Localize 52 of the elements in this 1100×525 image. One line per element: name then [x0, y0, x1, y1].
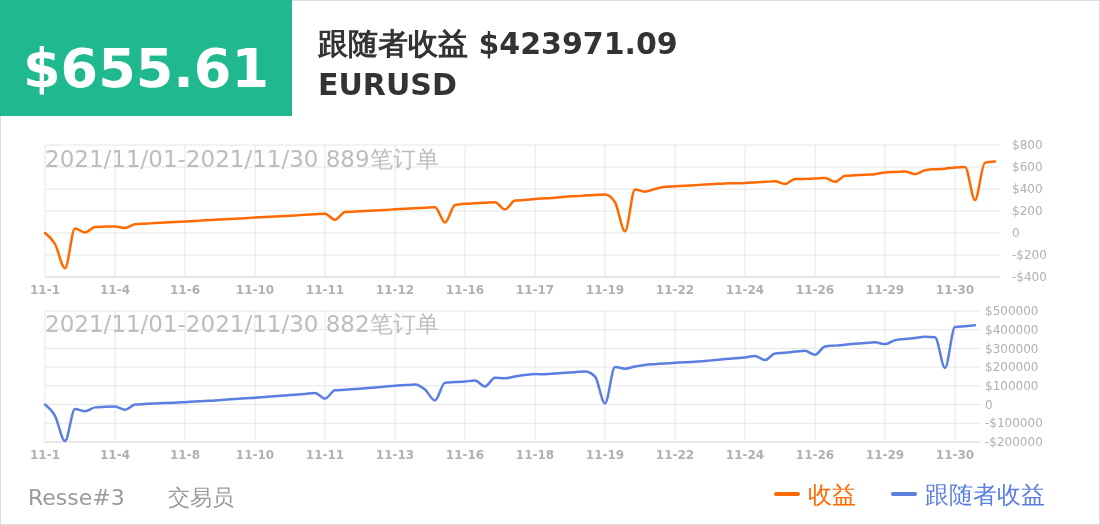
chart-title: 2021/11/01-2021/11/30 882笔订单	[45, 311, 439, 337]
legend-label: 收益	[808, 481, 856, 509]
chart-title: 2021/11/01-2021/11/30 889笔订单	[45, 146, 439, 172]
x-tick-label: 11-12	[375, 283, 415, 297]
y-tick-label: $600	[1012, 160, 1043, 175]
x-tick-label: 11-29	[865, 283, 905, 297]
x-tick-label: 11-24	[725, 283, 765, 297]
x-tick-label: 11-18	[515, 448, 555, 462]
y-tick-label: -$100000	[985, 416, 1043, 431]
x-tick-label: 11-10	[235, 448, 275, 462]
y-tick-label: $400000	[985, 322, 1039, 337]
x-tick-label: 11-16	[445, 448, 485, 462]
y-tick-label: 0	[985, 397, 993, 412]
x-tick-label: 11-8	[169, 448, 201, 462]
x-tick-label: 11-1	[29, 283, 61, 297]
legend-label: 跟随者收益	[925, 481, 1045, 509]
x-tick-label: 11-1	[29, 448, 61, 462]
x-tick-label: 11-26	[795, 448, 835, 462]
text: 交易员	[168, 485, 234, 510]
y-tick-label: 0	[1012, 226, 1020, 241]
y-tick-label: $200	[1012, 204, 1043, 219]
y-tick-label: $800	[1012, 138, 1043, 153]
x-tick-label: 11-22	[655, 283, 695, 297]
x-tick-label: 11-17	[515, 283, 555, 297]
x-tick-label: 11-6	[169, 283, 201, 297]
y-tick-label: -$200000	[985, 435, 1043, 450]
y-tick-label: -$200	[1012, 248, 1047, 263]
x-tick-label: 11-26	[795, 283, 835, 297]
x-tick-label: 11-11	[305, 283, 345, 297]
text: EURUSD	[318, 67, 457, 102]
x-tick-label: 11-19	[585, 283, 625, 297]
x-tick-label: 11-4	[99, 283, 131, 297]
y-tick-label: $200000	[985, 360, 1039, 375]
text: 跟随者收益 $423971.09	[317, 26, 678, 61]
x-tick-label: 11-29	[865, 448, 905, 462]
x-tick-label: 11-19	[585, 448, 625, 462]
text: Resse#3	[28, 485, 125, 510]
x-tick-label: 11-16	[445, 283, 485, 297]
x-tick-label: 11-11	[305, 448, 345, 462]
x-tick-label: 11-30	[935, 283, 975, 297]
x-tick-label: 11-30	[935, 448, 975, 462]
y-tick-label: $300000	[985, 341, 1039, 356]
y-tick-label: $500000	[985, 304, 1039, 319]
x-tick-label: 11-24	[725, 448, 765, 462]
y-tick-label: -$400	[1012, 270, 1047, 285]
x-tick-label: 11-4	[99, 448, 131, 462]
y-tick-label: $400	[1012, 182, 1043, 197]
x-tick-label: 11-10	[235, 283, 275, 297]
x-tick-label: 11-13	[375, 448, 415, 462]
y-tick-label: $100000	[985, 379, 1039, 394]
text: $655.61	[23, 37, 269, 100]
x-tick-label: 11-22	[655, 448, 695, 462]
